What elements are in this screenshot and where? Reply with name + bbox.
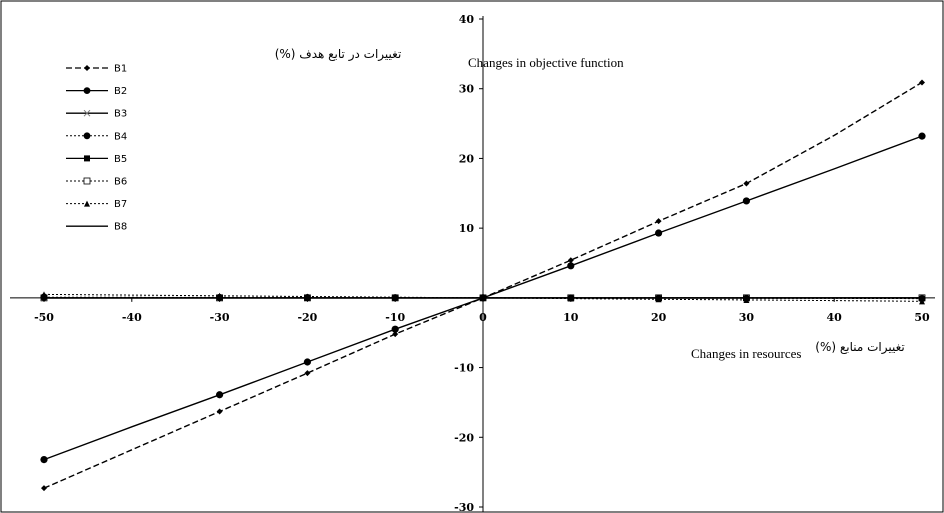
x-tick-label: -30 xyxy=(210,311,230,324)
marker-triangle xyxy=(41,291,47,298)
legend-item: B7 xyxy=(66,199,127,210)
x-tick-label: 10 xyxy=(563,311,579,324)
legend-label: B4 xyxy=(114,131,127,142)
marker-triangle xyxy=(743,296,750,303)
y-tick-label: 20 xyxy=(459,152,475,165)
marker-circle xyxy=(83,132,91,140)
y-tick-label: 10 xyxy=(459,222,475,235)
marker-circle xyxy=(742,197,751,205)
legend-item: B4 xyxy=(66,131,127,142)
marker-circle xyxy=(567,262,575,270)
legend: B1 B2 B3 B4 B5 B6 B7 B8 xyxy=(66,64,127,233)
marker-x xyxy=(83,109,91,117)
marker-diamond xyxy=(84,65,90,71)
series-layer xyxy=(40,79,926,492)
marker-diamond xyxy=(392,331,399,338)
marker-diamond xyxy=(655,218,662,225)
marker-diamond xyxy=(216,408,223,415)
marker-triangle xyxy=(84,200,90,207)
marker-diamond xyxy=(919,79,925,86)
marker-diamond xyxy=(743,180,750,187)
legend-label: B3 xyxy=(114,109,127,120)
y-axis-label-en: Changes in objective function xyxy=(468,55,624,70)
marker-circle xyxy=(655,229,663,237)
marker-circle xyxy=(391,325,399,333)
marker-triangle xyxy=(567,295,574,302)
series-b1 xyxy=(41,79,925,492)
x-tick-label: -10 xyxy=(385,311,405,324)
marker-open-square xyxy=(83,177,91,185)
legend-item: B1 xyxy=(66,64,127,75)
x-tick-label: 30 xyxy=(739,311,755,324)
marker-circle xyxy=(918,132,926,140)
marker-circle xyxy=(83,87,91,94)
legend-item: B8 xyxy=(66,222,127,233)
x-axis-label-fa: تغییرات منابع (%) xyxy=(815,340,904,355)
y-tick-label: -30 xyxy=(454,501,474,513)
legend-label: B5 xyxy=(114,154,127,165)
y-axis-label-fa: تغییرات در تابع هدف (%) xyxy=(275,47,402,62)
legend-label: B1 xyxy=(114,64,127,75)
legend-item: B5 xyxy=(66,154,127,165)
x-axis-label-en: Changes in resources xyxy=(691,346,801,361)
marker-diamond xyxy=(304,370,311,377)
marker-triangle xyxy=(216,292,223,299)
marker-triangle xyxy=(304,293,311,300)
marker-diamond xyxy=(567,257,574,264)
x-tick-label: 50 xyxy=(914,311,930,324)
legend-label: B6 xyxy=(114,177,127,188)
marker-triangle xyxy=(655,296,662,303)
x-tick-label: -50 xyxy=(34,311,54,324)
legend-label: B8 xyxy=(114,222,127,233)
marker-diamond xyxy=(480,294,486,301)
legend-item: B2 xyxy=(66,86,127,97)
y-tick-label: -10 xyxy=(454,362,474,375)
x-tick-label: -20 xyxy=(297,311,317,324)
y-tick-label: 30 xyxy=(459,83,475,96)
marker-diamond xyxy=(41,485,47,492)
marker-triangle xyxy=(919,298,925,305)
legend-label: B2 xyxy=(114,86,127,97)
x-tick-label: 0 xyxy=(479,311,487,324)
legend-label: B7 xyxy=(114,199,127,210)
y-tick-label: -20 xyxy=(454,431,474,444)
legend-item: B3 xyxy=(66,109,127,120)
marker-square xyxy=(84,155,90,162)
x-tick-label: -40 xyxy=(122,311,142,324)
marker-triangle xyxy=(392,294,399,301)
y-tick-label: 40 xyxy=(459,13,475,26)
marker-circle xyxy=(40,455,48,464)
x-tick-label: 40 xyxy=(827,311,843,324)
marker-circle xyxy=(303,358,311,366)
marker-circle xyxy=(216,391,224,399)
x-tick-label: 20 xyxy=(651,311,667,324)
legend-item: B6 xyxy=(66,177,127,188)
